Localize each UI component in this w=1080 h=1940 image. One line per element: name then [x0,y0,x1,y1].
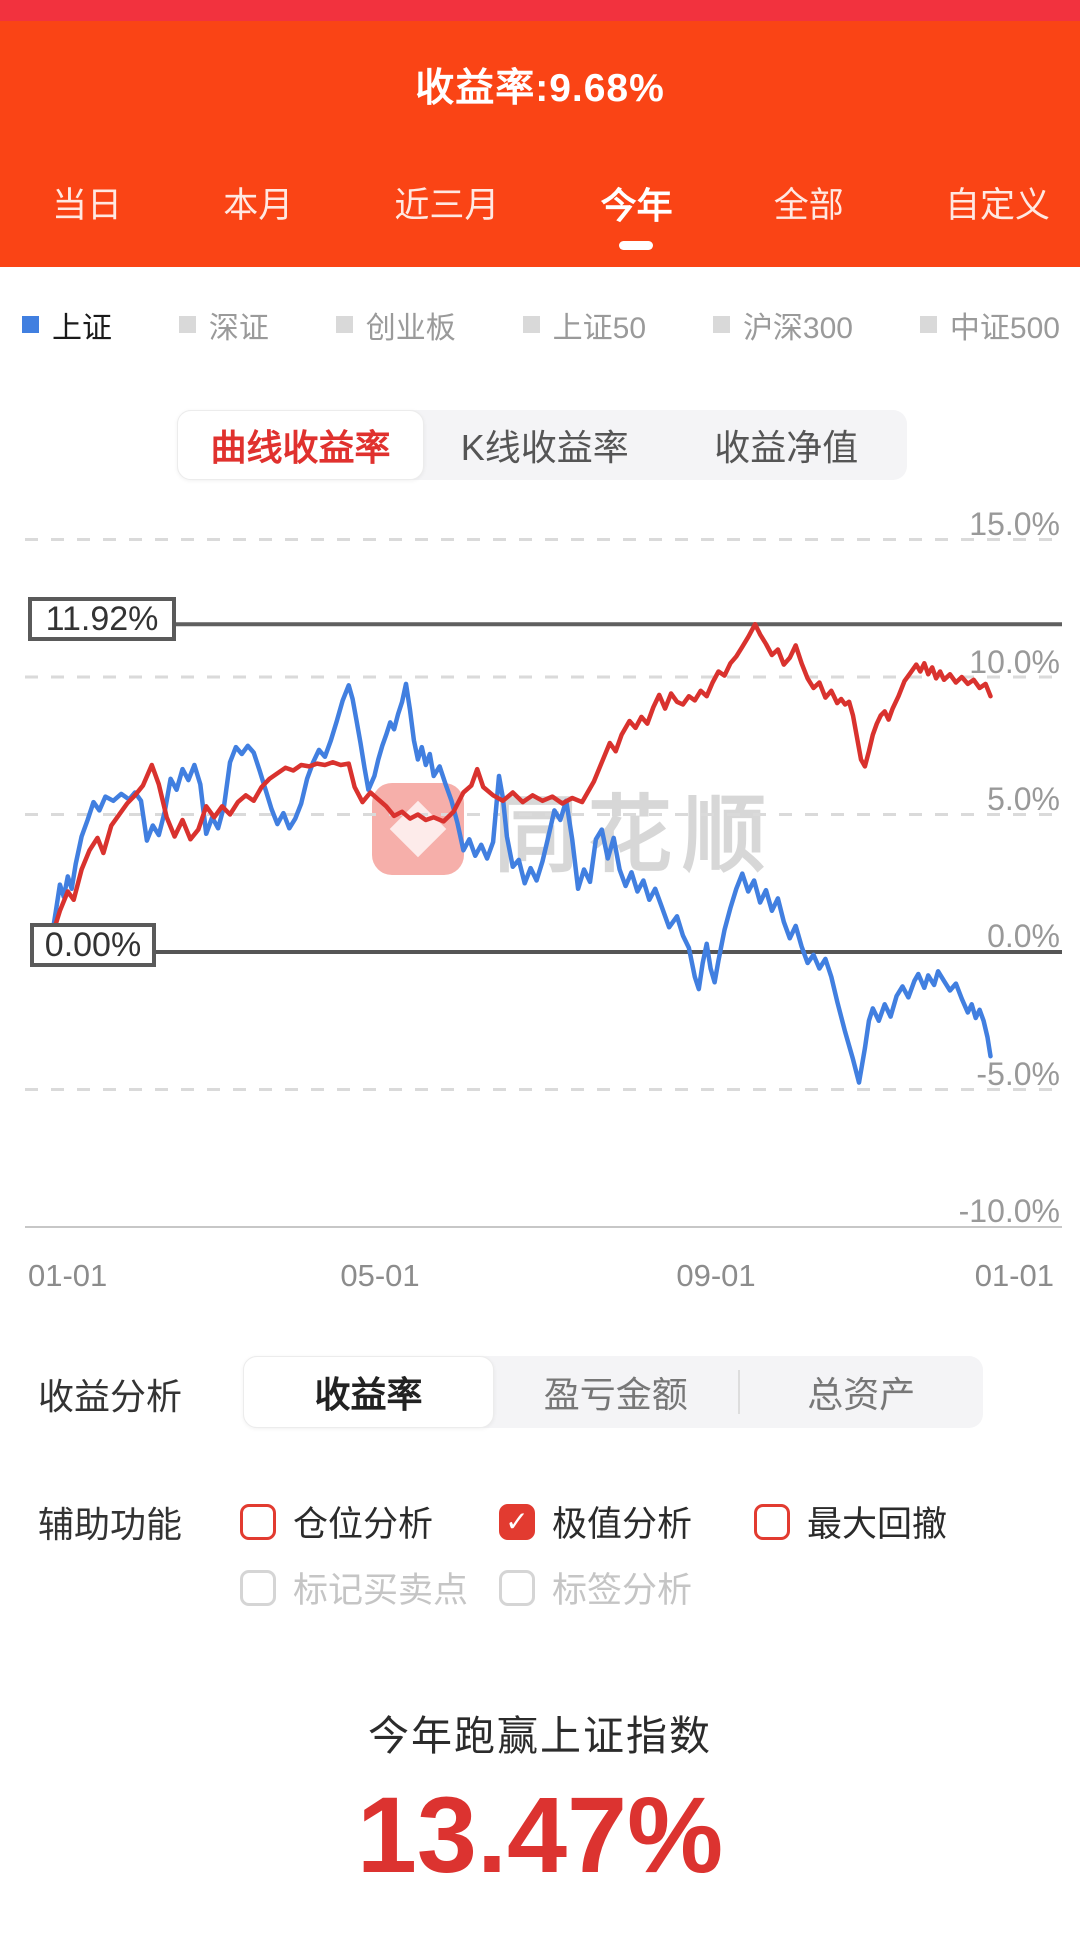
checkbox-extreme-analysis[interactable]: ✓ 极值分析 [499,1496,692,1547]
checkbox-unchecked-icon[interactable] [754,1503,790,1540]
y-tick-0: 0.0% [987,918,1060,954]
legend-label: 上证50 [552,311,647,345]
period-tab-year[interactable]: 今年 [600,185,673,226]
period-tab-bar: 当日 本月 近三月 今年 全部 自定义 [0,173,1080,233]
aux-section-label: 辅助功能 [38,1504,183,1545]
analysis-tab-bar: 收益率 盈亏金额 总资产 [243,1356,983,1428]
returns-chart[interactable] [0,500,1080,1300]
period-tab-today[interactable]: 当日 [52,186,123,225]
legend-label: 中证500 [949,311,1060,345]
checkbox-tag-analysis[interactable]: 标签分析 [499,1562,692,1613]
checkbox-unchecked-icon[interactable] [240,1569,276,1606]
checkbox-unchecked-icon[interactable] [499,1569,535,1606]
period-tab-month[interactable]: 本月 [223,186,294,225]
tab-profit-amount[interactable]: 盈亏金额 [543,1374,688,1415]
legend-square-icon [522,316,540,333]
x-tick-jan-next: 01-01 [974,1258,1054,1293]
tab-return-rate[interactable]: 收益率 [243,1356,494,1428]
period-tab-custom[interactable]: 自定义 [944,186,1050,225]
legend-label: 深证 [208,311,269,345]
active-tab-indicator [619,241,653,250]
analysis-section-label: 收益分析 [38,1376,183,1417]
legend-square-icon [919,316,937,333]
y-tick-neg10: -10.0% [958,1193,1060,1229]
legend-label: 沪深300 [742,311,853,345]
aux-option-label: 仓位分析 [293,1505,434,1544]
legend-item-shenzhen[interactable]: 深证 [178,303,269,347]
tab-curve-return-label: 曲线收益率 [210,427,391,468]
x-tick-sep: 09-01 [676,1258,756,1293]
divider [737,1370,740,1414]
legend-item-csi500[interactable]: 中证500 [919,303,1060,347]
legend-item-sse50[interactable]: 上证50 [522,303,647,347]
period-tab-all[interactable]: 全部 [773,186,844,225]
legend-square-icon [22,316,39,333]
tab-curve-return[interactable]: 曲线收益率 [177,410,424,480]
checkbox-max-drawdown[interactable]: 最大回撤 [754,1496,947,1547]
checkbox-checked-icon[interactable]: ✓ [499,1503,535,1540]
checkbox-mark-trades[interactable]: 标记买卖点 [240,1562,468,1613]
legend-label: 上证 [52,311,112,345]
check-icon: ✓ [505,1505,529,1537]
header: 收益率:9.68% 当日 本月 近三月 今年 全部 自定义 [0,21,1080,267]
y-tick-15: 15.0% [969,506,1060,542]
tab-return-rate-label: 收益率 [314,1374,423,1415]
tab-total-assets[interactable]: 总资产 [807,1374,916,1415]
status-bar [0,0,1080,21]
x-tick-jan: 01-01 [28,1258,108,1293]
aux-option-label: 极值分析 [552,1505,693,1544]
aux-option-label: 标记买卖点 [293,1571,469,1610]
legend-item-chinext[interactable]: 创业板 [335,303,456,347]
y-tick-10: 10.0% [969,644,1060,680]
legend-square-icon [335,316,353,333]
outperform-value: 13.47% [356,1774,724,1895]
period-tab-3months[interactable]: 近三月 [394,186,500,225]
aux-option-label: 最大回撤 [807,1505,948,1544]
chart-type-tab-bar: 曲线收益率 K线收益率 收益净值 [177,410,907,480]
outperform-text: 今年跑赢上证指数 [368,1713,712,1759]
legend-square-icon [712,316,730,333]
max-return-label: 11.92% [28,597,176,641]
checkbox-position-analysis[interactable]: 仓位分析 [240,1496,433,1547]
benchmark-legend: 上证 深证 创业板 上证50 沪深300 中证500 [0,267,1080,382]
y-tick-5: 5.0% [987,781,1060,817]
y-tick-neg5: -5.0% [976,1056,1060,1092]
checkbox-unchecked-icon[interactable] [240,1503,276,1540]
tab-net-value[interactable]: 收益净值 [714,427,859,468]
legend-item-shanghai[interactable]: 上证 [22,303,112,347]
legend-item-hs300[interactable]: 沪深300 [712,303,853,347]
legend-square-icon [178,316,196,333]
tab-kline-return[interactable]: K线收益率 [460,427,629,468]
start-return-label: 0.00% [30,923,156,967]
legend-label: 创业板 [365,311,456,345]
aux-option-label: 标签分析 [552,1571,693,1610]
page-title: 收益率:9.68% [415,67,665,110]
x-tick-may: 05-01 [340,1258,420,1293]
